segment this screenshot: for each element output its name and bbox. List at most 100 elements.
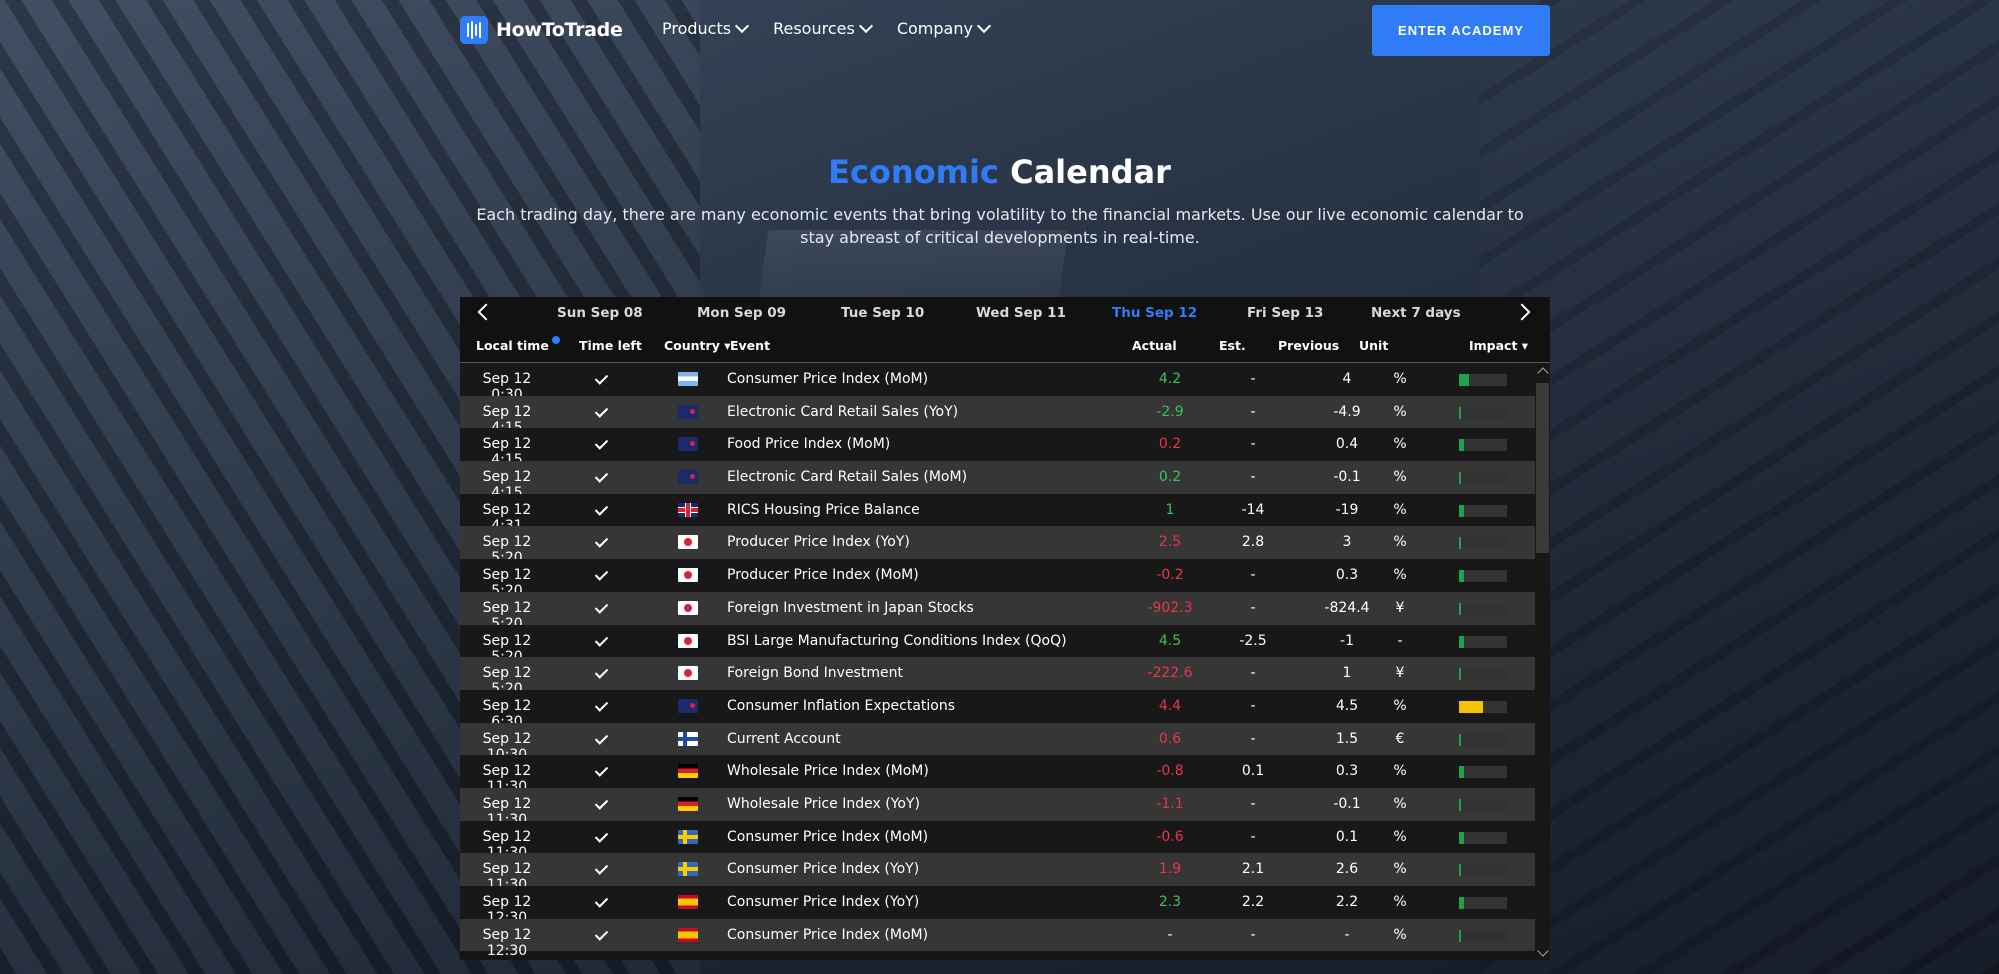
cell-previous: 0.3 (1335, 763, 1359, 780)
table-row[interactable]: Sep 12 5:20Producer Price Index (MoM)-0.… (460, 559, 1550, 599)
cell-est: - (1250, 795, 1256, 812)
cell-est: - (1250, 828, 1256, 845)
menu-products[interactable]: Products (662, 18, 750, 38)
table-row[interactable]: Sep 12 4:15Food Price Index (MoM)0.2-0.4… (460, 428, 1550, 468)
table-row[interactable]: Sep 12 5:20Foreign Bond Investment-222.6… (460, 657, 1550, 697)
cell-est: 2.8 (1241, 534, 1265, 551)
cell-event[interactable]: Consumer Price Index (YoY) (727, 894, 920, 910)
day-tab-next-7-days[interactable]: Next 7 days (1371, 305, 1461, 321)
cell-event[interactable]: Consumer Price Index (MoM) (727, 828, 929, 845)
scrollbar-thumb[interactable] (1536, 383, 1549, 553)
cell-event[interactable]: Food Price Index (MoM) (727, 436, 891, 453)
cell-previous: 4.5 (1335, 697, 1359, 714)
cell-event[interactable]: Electronic Card Retail Sales (YoY) (727, 403, 959, 420)
cell-unit: % (1393, 436, 1407, 453)
cell-event[interactable]: Electronic Card Retail Sales (MoM) (727, 469, 968, 486)
cell-est: - (1250, 403, 1256, 420)
chevron-right-icon[interactable] (1513, 303, 1531, 321)
day-tab[interactable]: Fri Sep 13 (1247, 305, 1324, 321)
chevron-down-icon (858, 18, 873, 34)
table-row[interactable]: Sep 12 5:20Foreign Investment in Japan S… (460, 591, 1550, 632)
economic-calendar: Sun Sep 08 Mon Sep 09 Tue Sep 10 Wed Sep… (460, 297, 1550, 960)
check-icon (595, 797, 611, 806)
table-row[interactable]: Sep 12 4:31RICS Housing Price Balance1-1… (460, 493, 1550, 534)
cell-event[interactable]: Producer Price Index (YoY) (727, 534, 910, 551)
col-country[interactable]: Country ▾ (664, 338, 731, 353)
cell-previous: 3 (1342, 534, 1352, 551)
check-icon (595, 470, 611, 479)
menu-resources[interactable]: Resources (773, 18, 873, 38)
cell-event[interactable]: Consumer Price Index (MoM) (727, 371, 929, 387)
cell-event[interactable]: Consumer Inflation Expectations (727, 697, 956, 714)
brand-logo[interactable]: HowToTrade (460, 16, 623, 44)
cell-est: - (1250, 371, 1256, 387)
day-tab[interactable]: Mon Sep 09 (697, 305, 787, 321)
table-row[interactable]: Sep 12 11:30Wholesale Price Index (YoY)-… (460, 787, 1550, 828)
flag-jp-icon (678, 535, 698, 550)
cell-previous: 1 (1342, 665, 1352, 682)
cell-event[interactable]: Consumer Price Index (YoY) (727, 861, 920, 878)
col-local-time[interactable]: Local time (476, 336, 560, 353)
menu-resources-label: Resources (773, 19, 855, 38)
table-row[interactable]: Sep 12 12:30 Consumer Price Index (MoM) - -… (460, 918, 1550, 959)
chevron-left-icon[interactable] (477, 303, 495, 321)
enter-academy-button[interactable]: ENTER ACADEMY (1372, 5, 1550, 56)
cell-previous: -0.1 (1333, 795, 1361, 812)
cell-previous: -0.1 (1333, 469, 1361, 486)
cell-unit: % (1393, 926, 1407, 943)
flag-se-icon (678, 862, 698, 877)
impact-bar (1459, 668, 1507, 681)
table-header: Local time Time left Country ▾ Event Act… (460, 327, 1550, 363)
impact-bar-fill (1459, 635, 1464, 648)
flag-gb-icon (678, 502, 698, 517)
col-est: Est. (1219, 338, 1246, 353)
cell-event[interactable]: BSI Large Manufacturing Conditions Index… (727, 632, 1067, 649)
cell-event[interactable]: RICS Housing Price Balance (727, 501, 920, 518)
info-icon[interactable] (551, 336, 560, 344)
cell-actual: 1 (1165, 501, 1175, 518)
menu-company[interactable]: Company (897, 18, 992, 38)
cell-event[interactable]: Foreign Bond Investment (727, 665, 903, 682)
day-tab-active[interactable]: Thu Sep 12 (1112, 305, 1198, 321)
cell-event[interactable]: Consumer Price Index (MoM) (727, 926, 929, 943)
cell-event[interactable]: Wholesale Price Index (YoY) (727, 795, 920, 812)
cell-local-time: Sep 12 12:30 (482, 926, 532, 959)
impact-bar-fill (1459, 798, 1462, 811)
cell-est: - (1250, 436, 1256, 453)
table-row[interactable]: Sep 12 5:20Producer Price Index (YoY)2.5… (460, 526, 1550, 566)
col-impact[interactable]: Impact ▾ (1469, 338, 1529, 353)
table-row[interactable]: Sep 12 11:30Wholesale Price Index (MoM)-… (460, 755, 1550, 795)
table-row[interactable]: Sep 12 5:20BSI Large Manufacturing Condi… (460, 624, 1550, 665)
impact-bar (1459, 406, 1507, 419)
check-icon (595, 830, 611, 839)
impact-bar-fill (1459, 897, 1464, 909)
flag-jp-icon (678, 633, 698, 648)
cell-event[interactable]: Producer Price Index (MoM) (727, 567, 919, 584)
cell-event[interactable]: Wholesale Price Index (MoM) (727, 763, 929, 780)
impact-bar (1459, 798, 1507, 811)
day-tab[interactable]: Wed Sep 11 (976, 305, 1066, 321)
day-tab[interactable]: Sun Sep 08 (557, 305, 643, 321)
impact-bar-fill (1459, 537, 1462, 550)
table-row[interactable]: Sep 12 4:15Electronic Card Retail Sales … (460, 395, 1550, 436)
cell-previous: 0.1 (1335, 828, 1359, 845)
day-tab[interactable]: Tue Sep 10 (841, 305, 925, 321)
flag-de-icon (678, 764, 698, 779)
cell-event[interactable]: Current Account (727, 730, 841, 747)
page-title-main: Calendar (1010, 153, 1171, 191)
cell-event[interactable]: Foreign Investment in Japan Stocks (727, 599, 974, 616)
table-row[interactable]: Sep 12 4:15Electronic Card Retail Sales … (460, 461, 1550, 501)
cell-unit: - (1397, 632, 1403, 649)
impact-bar-fill (1459, 472, 1462, 485)
brand-name: HowToTrade (496, 19, 623, 41)
flag-se-icon (678, 829, 698, 844)
impact-bar (1459, 733, 1507, 746)
cell-previous: 0.4 (1335, 436, 1359, 453)
cell-unit: % (1393, 763, 1407, 780)
